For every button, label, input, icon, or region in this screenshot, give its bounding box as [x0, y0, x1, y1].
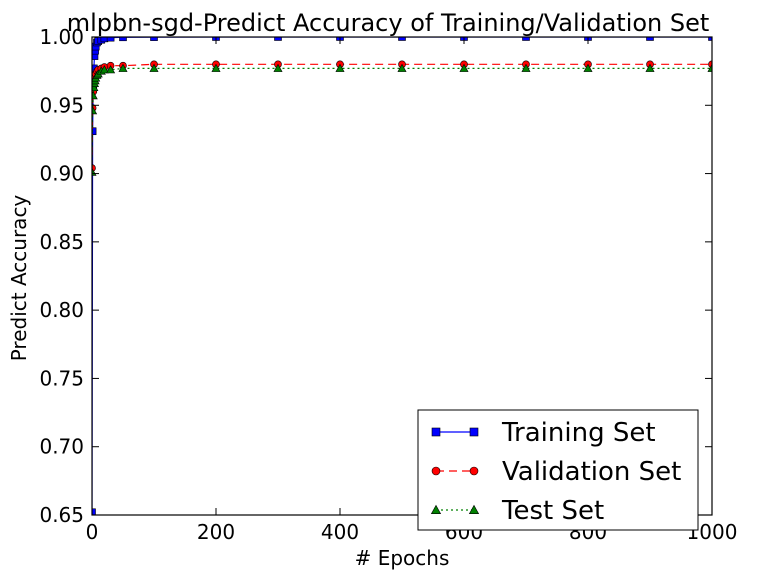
x-tick-label: 400	[321, 520, 359, 544]
y-tick-label: 0.80	[39, 298, 84, 322]
x-tick-label: 200	[197, 520, 235, 544]
y-tick-label: 0.90	[39, 162, 84, 186]
data-point	[118, 63, 128, 72]
data-point	[583, 63, 593, 72]
legend: Training Set Validation Set Test Set	[417, 409, 699, 531]
y-tick-label: 0.75	[39, 366, 84, 390]
y-tick-label: 0.85	[39, 230, 84, 254]
data-point	[92, 508, 96, 515]
y-axis: 0.65 0.70 0.75 0.80 0.85 0.90 0.95 1.00	[39, 25, 712, 527]
legend-marker	[430, 504, 442, 514]
x-axis-title: # Epochs	[355, 546, 450, 570]
y-axis-title: Predict Accuracy	[7, 195, 31, 362]
chart-title: mlpbn-sgd-Predict Accuracy of Training/V…	[67, 9, 710, 37]
legend-entry: Training Set	[431, 418, 656, 448]
series-line	[92, 63, 712, 169]
data-point	[646, 37, 654, 41]
y-tick-label: 0.70	[39, 435, 84, 459]
data-point	[521, 63, 531, 72]
legend-label: Validation Set	[502, 457, 681, 487]
data-point	[92, 91, 98, 100]
legend-marker	[431, 427, 441, 437]
data-point	[274, 37, 282, 41]
data-point	[273, 63, 283, 72]
x-tick-label: 0	[86, 520, 99, 544]
data-point	[522, 37, 530, 41]
legend-box	[417, 409, 699, 531]
data-point	[398, 37, 406, 41]
data-point	[397, 63, 407, 72]
data-point	[459, 63, 469, 72]
y-tick-label: 0.65	[39, 503, 84, 527]
data-point	[92, 106, 98, 115]
data-point	[335, 63, 345, 72]
legend-marker	[431, 466, 441, 476]
y-tick-label: 1.00	[39, 25, 84, 49]
data-point	[707, 63, 712, 72]
y-tick-label: 0.95	[39, 93, 84, 117]
legend-label: Test Set	[501, 496, 604, 526]
legend-marker	[468, 504, 480, 514]
series-test-set	[92, 63, 712, 176]
legend-marker	[469, 466, 479, 476]
series-validation-set	[92, 60, 712, 172]
legend-entry: Test Set	[430, 496, 604, 526]
series-line	[92, 67, 712, 173]
data-point	[211, 63, 221, 72]
data-point	[149, 63, 159, 72]
x-axis: 0 200 400 600 800 1000	[86, 37, 737, 544]
data-point	[106, 37, 115, 42]
data-point	[106, 65, 116, 74]
plot-frame	[91, 36, 713, 516]
data-point	[645, 63, 655, 72]
legend-entry: Validation Set	[431, 457, 681, 487]
legend-marker	[469, 427, 479, 437]
legend-label: Training Set	[501, 418, 656, 448]
data-point	[99, 65, 109, 74]
data-point	[708, 37, 712, 41]
